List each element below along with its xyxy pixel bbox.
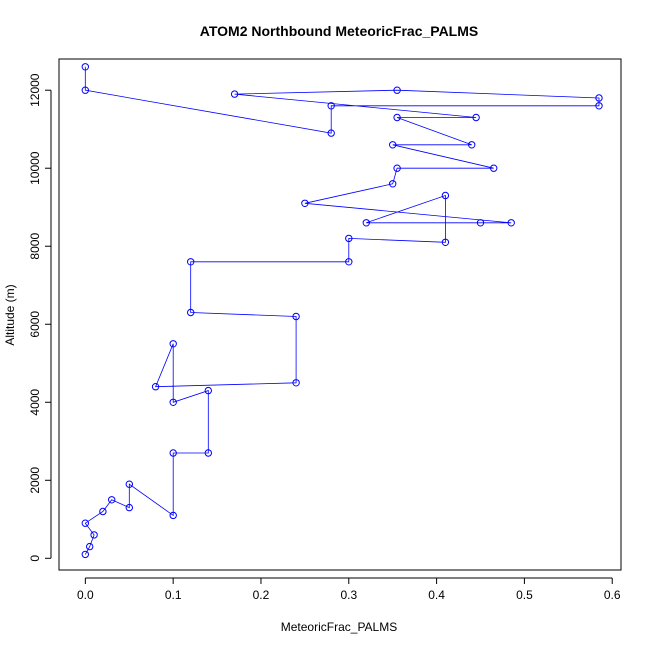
data-point — [81, 63, 90, 71]
data-point — [393, 86, 401, 94]
data-point — [169, 340, 177, 348]
data-point — [490, 164, 498, 172]
data-point — [362, 219, 370, 227]
x-axis: 0.0 0.1 0.2 0.3 0.4 0.5 0.6 — [77, 577, 621, 602]
data-point — [151, 383, 160, 391]
data-point — [468, 141, 476, 149]
data-point — [99, 507, 107, 516]
data-point — [125, 503, 134, 512]
series-line — [84, 66, 600, 555]
x-tick-label: 0.1 — [165, 588, 182, 602]
data-point — [389, 141, 397, 149]
y-tick-label: 4000 — [28, 389, 42, 416]
data-point — [345, 234, 353, 243]
data-point — [389, 180, 397, 188]
data-point — [301, 199, 309, 208]
data-point — [81, 550, 90, 559]
data-point — [86, 542, 94, 551]
data-point — [90, 531, 98, 539]
y-tick-label: 12000 — [28, 73, 42, 107]
data-point — [204, 449, 213, 457]
plot-frame — [58, 58, 622, 571]
data-point — [169, 511, 177, 520]
data-point — [441, 191, 450, 200]
data-point — [125, 480, 134, 488]
data-point — [595, 94, 603, 102]
data-point — [327, 102, 335, 110]
x-axis-label: MeteoricFrac_PALMS — [281, 620, 397, 634]
data-point — [345, 258, 353, 266]
x-tick-label: 0.0 — [77, 588, 94, 602]
chart-title: ATOM2 Northbound MeteoricFrac_PALMS — [200, 23, 478, 39]
data-point — [204, 386, 213, 395]
data-point — [81, 86, 90, 94]
data-point — [187, 308, 195, 317]
data-point — [292, 379, 300, 387]
y-tick-label: 8000 — [28, 233, 42, 260]
data-point — [441, 238, 450, 247]
data-point — [292, 312, 300, 321]
data-point — [230, 90, 239, 98]
x-tick-label: 0.4 — [428, 588, 445, 602]
data-point — [507, 219, 515, 227]
y-tick-label: 0 — [28, 555, 42, 562]
x-tick-label: 0.2 — [253, 588, 270, 602]
y-tick-label: 10000 — [28, 151, 42, 185]
data-point — [472, 113, 480, 122]
data-point — [393, 164, 401, 172]
data-point — [108, 496, 116, 504]
data-point — [169, 449, 177, 457]
y-tick-label: 2000 — [28, 467, 42, 494]
x-tick-label: 0.5 — [516, 588, 533, 602]
data-point — [187, 258, 195, 266]
data-point — [81, 519, 90, 527]
data-point — [169, 398, 177, 406]
data-point — [393, 113, 401, 122]
data-series — [81, 63, 603, 559]
y-axis-label: Altitude (m) — [3, 284, 17, 345]
x-tick-label: 0.3 — [340, 588, 357, 602]
x-tick-label: 0.6 — [604, 588, 621, 602]
data-point — [595, 102, 603, 110]
data-point — [327, 129, 335, 137]
y-tick-label: 6000 — [28, 311, 42, 338]
y-axis: 0 2000 4000 6000 8000 10000 12000 — [28, 73, 52, 562]
data-point — [476, 219, 485, 227]
